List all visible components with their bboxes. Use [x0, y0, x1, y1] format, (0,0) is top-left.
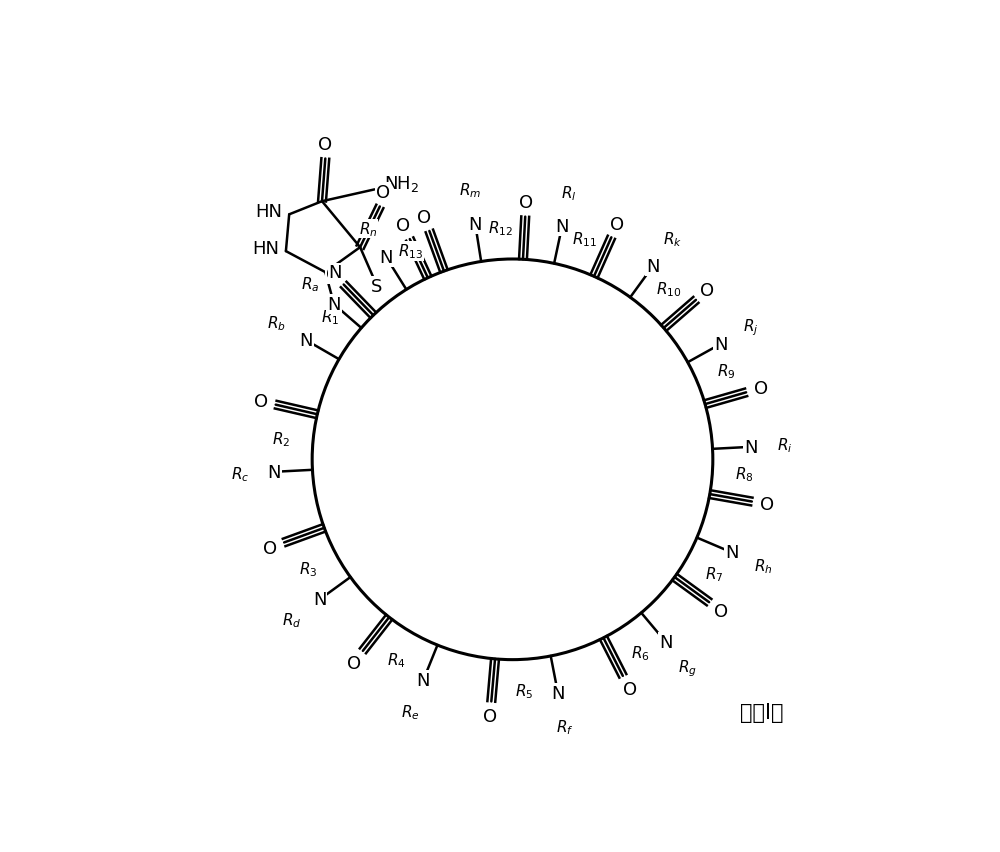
Text: O: O: [254, 393, 268, 411]
Text: O: O: [483, 708, 497, 726]
Text: $R_{6}$: $R_{6}$: [631, 643, 650, 662]
Text: $R_{m}$: $R_{m}$: [459, 181, 481, 200]
Text: $R_{13}$: $R_{13}$: [398, 242, 423, 261]
Text: $R_{12}$: $R_{12}$: [488, 219, 513, 238]
Text: O: O: [754, 380, 768, 398]
Text: N: N: [555, 218, 569, 236]
Text: N: N: [744, 438, 757, 457]
Text: $R_{h}$: $R_{h}$: [754, 557, 773, 575]
Text: 式（I）: 式（I）: [740, 702, 784, 722]
Text: N: N: [714, 336, 728, 354]
Text: N: N: [551, 684, 565, 703]
Text: $R_{3}$: $R_{3}$: [299, 559, 317, 578]
Text: $R_a$: $R_a$: [301, 275, 319, 294]
Text: S: S: [371, 278, 383, 296]
Text: $R_{n}$: $R_{n}$: [359, 220, 377, 239]
Text: $R_{e}$: $R_{e}$: [401, 703, 420, 722]
Text: $R_{l}$: $R_{l}$: [561, 184, 577, 203]
Text: N: N: [416, 671, 430, 689]
Text: O: O: [760, 496, 774, 514]
Text: HN: HN: [252, 239, 279, 257]
Text: N: N: [725, 544, 739, 561]
Text: O: O: [519, 193, 533, 211]
Text: $R_{1}$: $R_{1}$: [321, 308, 339, 326]
Text: $R_{i}$: $R_{i}$: [777, 436, 792, 455]
Text: O: O: [263, 539, 277, 557]
Text: N: N: [328, 264, 342, 282]
Text: $R_{7}$: $R_{7}$: [705, 565, 724, 583]
Text: O: O: [417, 209, 431, 227]
Text: O: O: [396, 217, 410, 235]
Text: N: N: [468, 216, 482, 233]
Text: $R_{4}$: $R_{4}$: [387, 651, 406, 670]
Text: $R_{9}$: $R_{9}$: [717, 362, 736, 381]
Text: N: N: [268, 463, 281, 481]
Text: $R_{5}$: $R_{5}$: [515, 682, 534, 700]
Text: O: O: [376, 184, 390, 202]
Text: $R_{f}$: $R_{f}$: [556, 717, 573, 736]
Text: $R_{b}$: $R_{b}$: [267, 314, 286, 333]
Text: HN: HN: [256, 203, 283, 221]
Text: $R_{2}$: $R_{2}$: [272, 430, 291, 449]
Text: $R_{10}$: $R_{10}$: [656, 279, 682, 298]
Text: NH$_2$: NH$_2$: [384, 174, 420, 193]
Text: O: O: [700, 282, 714, 300]
Text: $R_{k}$: $R_{k}$: [663, 230, 682, 249]
Text: N: N: [299, 331, 313, 349]
Text: N: N: [379, 249, 393, 267]
Text: O: O: [318, 135, 332, 154]
Text: N: N: [313, 590, 326, 608]
Text: $R_{j}$: $R_{j}$: [743, 318, 759, 338]
Text: $R_{8}$: $R_{8}$: [735, 464, 753, 483]
Text: O: O: [326, 265, 340, 284]
Text: O: O: [714, 602, 728, 620]
Text: O: O: [347, 654, 361, 672]
Text: O: O: [610, 216, 625, 233]
Text: N: N: [646, 258, 659, 276]
Text: $R_{d}$: $R_{d}$: [282, 611, 302, 629]
Text: O: O: [623, 681, 637, 699]
Text: $R_{c}$: $R_{c}$: [231, 464, 249, 483]
Text: $R_{11}$: $R_{11}$: [572, 230, 597, 249]
Text: $R_{g}$: $R_{g}$: [678, 658, 697, 679]
Text: N: N: [327, 296, 341, 314]
Text: N: N: [659, 633, 673, 651]
